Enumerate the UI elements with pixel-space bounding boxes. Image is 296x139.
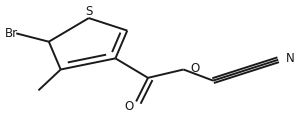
Text: O: O [124,100,133,113]
Text: N: N [286,52,294,65]
Text: Br: Br [5,27,18,40]
Text: S: S [85,5,92,18]
Text: O: O [191,62,200,75]
